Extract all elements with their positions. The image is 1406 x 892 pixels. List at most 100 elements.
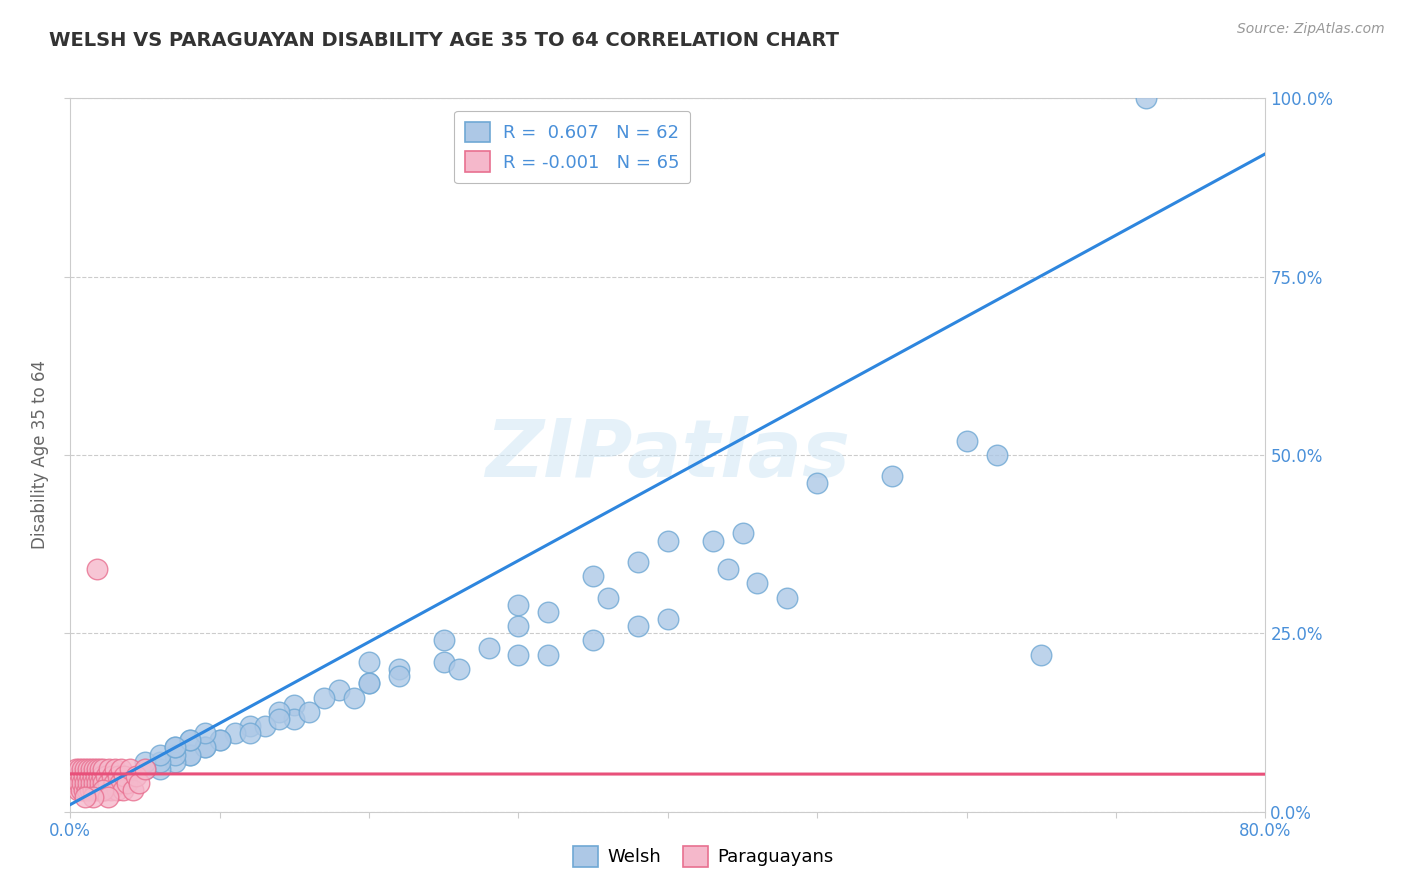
Point	[163, 740, 186, 755]
Point	[89, 776, 111, 790]
Point	[224, 726, 246, 740]
Point	[96, 769, 118, 783]
Point	[84, 783, 107, 797]
Point	[508, 598, 530, 612]
Point	[208, 733, 231, 747]
Point	[134, 755, 156, 769]
Point	[91, 783, 114, 797]
Point	[87, 769, 110, 783]
Point	[90, 769, 112, 783]
Point	[82, 783, 104, 797]
Point	[70, 762, 93, 776]
Point	[98, 762, 121, 776]
Point	[80, 776, 103, 790]
Point	[388, 662, 411, 676]
Point	[283, 698, 305, 712]
Point	[108, 776, 131, 790]
Point	[283, 712, 305, 726]
Point	[598, 591, 620, 605]
Point	[87, 783, 110, 797]
Point	[194, 740, 217, 755]
Point	[91, 762, 114, 776]
Point	[731, 526, 754, 541]
Point	[657, 612, 679, 626]
Point	[582, 569, 605, 583]
Point	[253, 719, 276, 733]
Point	[359, 676, 381, 690]
Point	[359, 676, 381, 690]
Point	[73, 783, 96, 797]
Point	[104, 762, 127, 776]
Point	[627, 619, 650, 633]
Point	[747, 576, 769, 591]
Point	[298, 705, 321, 719]
Point	[537, 648, 560, 662]
Text: ZIPatlas: ZIPatlas	[485, 416, 851, 494]
Point	[149, 755, 172, 769]
Point	[134, 762, 156, 776]
Point	[986, 448, 1008, 462]
Text: WELSH VS PARAGUAYAN DISABILITY AGE 35 TO 64 CORRELATION CHART: WELSH VS PARAGUAYAN DISABILITY AGE 35 TO…	[49, 31, 839, 50]
Point	[110, 762, 132, 776]
Point	[69, 783, 91, 797]
Point	[343, 690, 366, 705]
Point	[880, 469, 903, 483]
Text: Source: ZipAtlas.com: Source: ZipAtlas.com	[1237, 22, 1385, 37]
Point	[93, 783, 115, 797]
Point	[82, 790, 104, 805]
Point	[89, 762, 111, 776]
Point	[66, 783, 89, 797]
Point	[179, 733, 201, 747]
Point	[69, 769, 91, 783]
Point	[179, 747, 201, 762]
Point	[128, 776, 150, 790]
Point	[83, 762, 105, 776]
Point	[179, 747, 201, 762]
Point	[163, 740, 186, 755]
Point	[508, 648, 530, 662]
Point	[105, 783, 128, 797]
Point	[1135, 91, 1157, 105]
Point	[97, 776, 120, 790]
Point	[508, 619, 530, 633]
Point	[79, 769, 101, 783]
Point	[67, 762, 90, 776]
Point	[111, 783, 134, 797]
Point	[90, 783, 112, 797]
Point	[478, 640, 501, 655]
Y-axis label: Disability Age 35 to 64: Disability Age 35 to 64	[31, 360, 49, 549]
Point	[75, 776, 97, 790]
Point	[134, 762, 156, 776]
Point	[77, 776, 100, 790]
Point	[447, 662, 470, 676]
Point	[179, 733, 201, 747]
Point	[73, 769, 96, 783]
Point	[627, 555, 650, 569]
Point	[100, 783, 122, 797]
Point	[806, 476, 828, 491]
Point	[77, 762, 100, 776]
Point	[149, 762, 172, 776]
Point	[717, 562, 740, 576]
Point	[65, 776, 87, 790]
Point	[86, 762, 108, 776]
Point	[120, 762, 141, 776]
Point	[79, 783, 101, 797]
Point	[776, 591, 799, 605]
Point	[388, 669, 411, 683]
Point	[125, 769, 148, 783]
Point	[62, 776, 84, 790]
Point	[194, 726, 217, 740]
Legend: Welsh, Paraguayans: Welsh, Paraguayans	[565, 838, 841, 874]
Point	[537, 605, 560, 619]
Point	[194, 740, 217, 755]
Point	[1031, 648, 1053, 662]
Point	[269, 712, 291, 726]
Point	[66, 769, 89, 783]
Legend: R =  0.607   N = 62, R = -0.001   N = 65: R = 0.607 N = 62, R = -0.001 N = 65	[454, 111, 690, 183]
Point	[359, 655, 381, 669]
Point	[328, 683, 350, 698]
Point	[101, 769, 124, 783]
Point	[75, 790, 97, 805]
Point	[314, 690, 336, 705]
